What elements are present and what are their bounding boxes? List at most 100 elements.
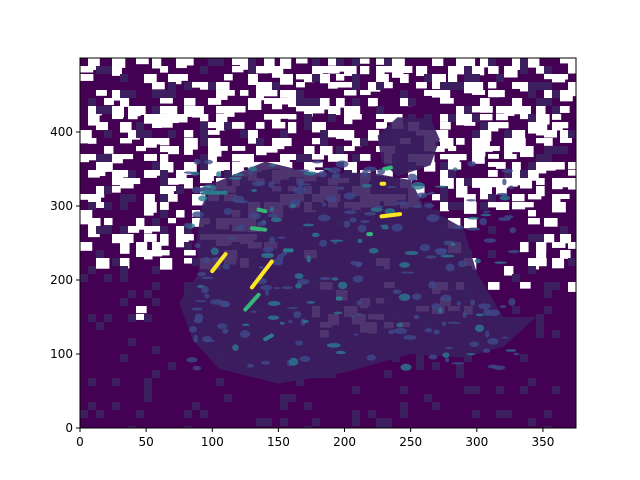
- image-edge: [241, 323, 250, 327]
- image-cell: [104, 154, 112, 162]
- image-edge: [395, 201, 410, 206]
- image-cell: [248, 130, 258, 141]
- image-cell: [280, 154, 290, 166]
- image-cell: [472, 178, 484, 188]
- image-edge: [318, 170, 328, 178]
- image-edge: [399, 262, 411, 268]
- image-cell: [528, 258, 539, 270]
- image-cell: [552, 114, 562, 120]
- image-edge: [272, 258, 284, 266]
- image-cell: [152, 170, 161, 176]
- image-cell: [504, 154, 517, 160]
- image-cell: [304, 154, 312, 162]
- image-edge: [426, 214, 440, 222]
- image-cell: [464, 386, 472, 394]
- image-cell: [104, 106, 112, 114]
- image-cell: [152, 58, 162, 69]
- image-cell: [376, 114, 385, 119]
- image-cell: [560, 90, 573, 102]
- image-cell: [512, 130, 526, 139]
- image-edge: [487, 338, 499, 345]
- image-edge: [293, 311, 302, 319]
- image-edge: [261, 253, 274, 259]
- image-cell: [80, 194, 90, 200]
- image-cell: [240, 90, 249, 96]
- image-cell: [456, 58, 467, 70]
- image-edge: [396, 322, 403, 328]
- axes-frame: [79, 57, 577, 429]
- image-cell: [136, 314, 149, 320]
- image-cell: [536, 242, 547, 252]
- image-cell: [312, 154, 325, 160]
- image-cell: [96, 122, 108, 131]
- image-cell: [152, 266, 160, 274]
- image-cell: [224, 122, 232, 130]
- image-cell: [464, 178, 472, 186]
- image-cell: [104, 202, 112, 210]
- image-cell: [176, 170, 187, 182]
- image-cell: [440, 162, 448, 170]
- image-cell: [128, 90, 136, 98]
- image-cell: [560, 250, 571, 259]
- image-edge: [306, 301, 315, 304]
- image-cell: [488, 226, 496, 234]
- image-cell: [160, 170, 168, 178]
- image-cell: [88, 202, 96, 210]
- image-cell: [192, 194, 206, 206]
- image-cell: [152, 114, 164, 125]
- image-edge: [445, 346, 454, 350]
- image-cell: [568, 58, 576, 69]
- image-cell: [224, 90, 235, 96]
- image-cell: [96, 410, 104, 418]
- image-cell: [160, 202, 169, 210]
- image-edge: [361, 183, 372, 188]
- image-cell: [552, 122, 563, 131]
- image-edge: [353, 333, 359, 336]
- image-edge: [216, 323, 228, 329]
- image-cell: [120, 298, 128, 306]
- image-cell: [144, 170, 157, 178]
- image-cell: [112, 234, 123, 244]
- image-cell: [456, 178, 466, 187]
- image-cell: [432, 362, 440, 370]
- image-cell: [192, 258, 200, 266]
- image-cell: [544, 234, 555, 243]
- image-cell: [472, 74, 480, 82]
- image-edge: [363, 211, 377, 216]
- x-axis: 0 50 100 150 200 250 300 350: [76, 428, 554, 449]
- image-cell: [456, 114, 469, 126]
- image-cell: [120, 226, 128, 234]
- image-cell: [512, 106, 522, 115]
- image-cell: [176, 74, 188, 81]
- image-edge: [485, 330, 490, 338]
- image-edge: [457, 260, 467, 268]
- image-cell: [560, 178, 574, 188]
- image-edge: [462, 311, 467, 319]
- image-cell: [480, 122, 488, 130]
- image-edge: [328, 167, 341, 174]
- image-cell: [400, 410, 408, 418]
- image-edge: [386, 185, 398, 189]
- image-cell: [504, 66, 518, 78]
- image-cell: [448, 82, 456, 90]
- image-cell: [488, 58, 496, 66]
- image-edge: [392, 289, 402, 295]
- image-cell: [208, 130, 220, 135]
- image-edge: [202, 257, 211, 264]
- image-edge: [337, 281, 348, 290]
- image-cell: [216, 378, 224, 386]
- image-cell: [528, 234, 536, 242]
- x-tick-label: 100: [201, 435, 224, 449]
- image-cell: [288, 90, 299, 100]
- image-edge: [393, 327, 407, 335]
- image-cell: [544, 146, 552, 154]
- y-tick-label: 400: [50, 125, 73, 139]
- image-cell: [352, 418, 360, 426]
- image-cell: [336, 66, 345, 72]
- image-cell: [496, 106, 508, 114]
- y-axis: 0 100 200 300 400: [50, 125, 80, 435]
- image-cell: [520, 82, 531, 92]
- image-cell: [312, 418, 320, 426]
- image-edge: [277, 236, 286, 240]
- image-edge: [487, 309, 500, 317]
